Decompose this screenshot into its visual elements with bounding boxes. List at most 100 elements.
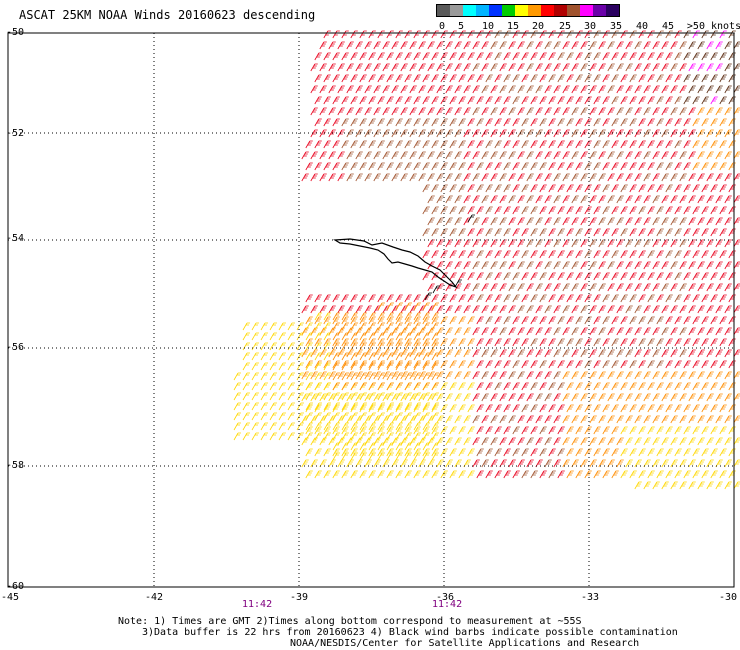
- wind-barb: [328, 41, 336, 50]
- wind-barb: [697, 129, 705, 138]
- wind-barb: [733, 195, 740, 204]
- wind-barb: [566, 448, 574, 457]
- wind-barb: [409, 459, 417, 468]
- wind-barb: [562, 239, 570, 248]
- wind-barb: [598, 415, 606, 424]
- wind-barb: [692, 426, 700, 435]
- wind-barbs-layer: [233, 30, 740, 490]
- wind-barb: [494, 448, 502, 457]
- wind-barb: [503, 74, 511, 83]
- wind-barb: [458, 338, 466, 347]
- wind-barb: [337, 415, 345, 424]
- wind-barb: [314, 96, 322, 105]
- wind-barb: [436, 239, 444, 248]
- wind-barb: [535, 173, 543, 182]
- wind-barb: [670, 173, 678, 182]
- wind-barb: [683, 96, 691, 105]
- wind-barb: [499, 327, 507, 336]
- wind-barb: [575, 52, 583, 61]
- wind-barb: [386, 294, 394, 303]
- wind-barb: [643, 151, 651, 160]
- wind-barb: [575, 360, 583, 369]
- wind-barb: [445, 239, 453, 248]
- wind-barb: [395, 360, 403, 369]
- wind-barb: [314, 338, 322, 347]
- wind-barb: [368, 312, 376, 321]
- wind-barb: [458, 52, 466, 61]
- wind-barb: [724, 349, 732, 358]
- wind-barb: [422, 184, 430, 193]
- wind-barb: [382, 349, 390, 358]
- wind-barb: [445, 195, 453, 204]
- pass-time-label: 11:42: [432, 599, 463, 610]
- wind-barb: [706, 349, 714, 358]
- wind-barb: [436, 151, 444, 160]
- wind-barb: [368, 442, 376, 451]
- wind-barb: [638, 316, 646, 325]
- wind-barb: [733, 173, 740, 182]
- wind-barb: [656, 140, 664, 149]
- wind-barb: [607, 371, 615, 380]
- wind-barb: [476, 404, 484, 413]
- wind-barb: [323, 294, 331, 303]
- wind-barb: [323, 30, 331, 39]
- wind-barb: [377, 352, 385, 361]
- wind-barb: [539, 206, 547, 215]
- wind-barb: [391, 129, 399, 138]
- wind-barb: [679, 415, 687, 424]
- wind-barb: [517, 239, 525, 248]
- wind-barb: [625, 371, 633, 380]
- wind-barb: [607, 41, 615, 50]
- wind-barb: [319, 415, 327, 424]
- wind-barb: [314, 470, 322, 479]
- wind-barb: [391, 371, 399, 380]
- wind-barb: [337, 393, 345, 402]
- wind-barb: [643, 349, 651, 358]
- wind-barb: [521, 162, 529, 171]
- wind-barb: [386, 118, 394, 127]
- wind-barb: [688, 327, 696, 336]
- wind-barb: [436, 217, 444, 226]
- wind-barb: [278, 382, 286, 391]
- wind-barb: [553, 393, 561, 402]
- wind-barb: [476, 360, 484, 369]
- wind-barb: [508, 129, 516, 138]
- wind-barb: [719, 294, 727, 303]
- wind-barb: [548, 316, 556, 325]
- wind-barb: [643, 63, 651, 72]
- wind-barb: [413, 422, 421, 431]
- wind-barb: [332, 30, 340, 39]
- wind-barb: [251, 352, 259, 361]
- wind-barb: [557, 470, 565, 479]
- wind-barb: [418, 393, 426, 402]
- wind-barb: [436, 63, 444, 72]
- wind-barb: [665, 404, 673, 413]
- wind-barb: [323, 118, 331, 127]
- wind-barb: [305, 294, 313, 303]
- wind-barb: [539, 272, 547, 281]
- wind-barb: [728, 316, 736, 325]
- wind-barb: [440, 382, 448, 391]
- wind-barb: [697, 173, 705, 182]
- wind-barb: [521, 360, 529, 369]
- wind-barb: [431, 74, 439, 83]
- wind-barb: [688, 459, 696, 468]
- wind-barb: [571, 393, 579, 402]
- wind-barb: [575, 382, 583, 391]
- wind-barb: [332, 322, 340, 331]
- wind-barb: [697, 195, 705, 204]
- wind-barb: [350, 442, 358, 451]
- wind-barb: [449, 272, 457, 281]
- wind-barb: [557, 338, 565, 347]
- wind-barb: [485, 360, 493, 369]
- wind-barb: [436, 283, 444, 292]
- wind-barb: [724, 85, 732, 94]
- wind-barb: [350, 426, 358, 435]
- wind-barb: [413, 316, 421, 325]
- wind-barb: [485, 338, 493, 347]
- wind-barb: [625, 151, 633, 160]
- wind-barb: [436, 107, 444, 116]
- wind-barb: [652, 195, 660, 204]
- wind-barb: [593, 316, 601, 325]
- wind-barb: [364, 415, 372, 424]
